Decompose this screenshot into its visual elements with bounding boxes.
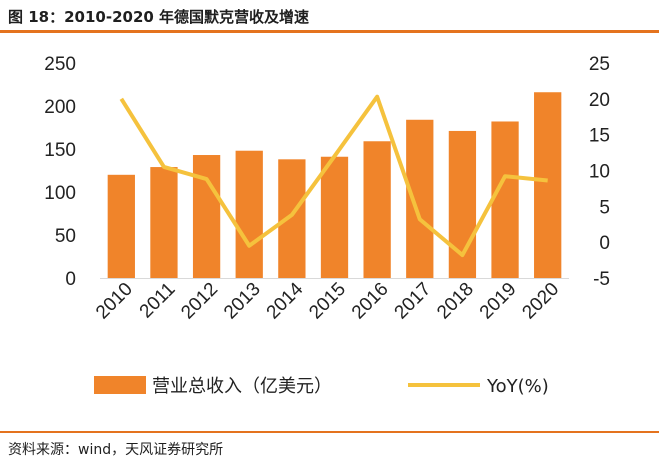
x-axis-ticks: 2010201120122013201420152016201720182019… bbox=[92, 278, 563, 323]
bar-2010 bbox=[107, 174, 135, 278]
source-note: 资料来源：wind，天风证券研究所 bbox=[8, 442, 224, 458]
x-tick-2019: 2019 bbox=[476, 279, 521, 324]
left-tick-250: 250 bbox=[44, 54, 76, 75]
bar-2012 bbox=[192, 155, 221, 278]
x-tick-2012: 2012 bbox=[177, 279, 222, 324]
x-tick-2018: 2018 bbox=[433, 279, 478, 324]
left-tick-0: 0 bbox=[65, 269, 76, 290]
right-tick-20: 20 bbox=[589, 90, 610, 111]
legend-bar-swatch bbox=[94, 376, 146, 394]
bar-2011 bbox=[150, 167, 178, 278]
bar-2015 bbox=[320, 156, 349, 278]
bar-series bbox=[107, 92, 562, 278]
x-tick-2017: 2017 bbox=[391, 279, 436, 324]
bar-2017 bbox=[406, 119, 434, 278]
title-rule bbox=[0, 30, 659, 33]
left-tick-50: 50 bbox=[55, 226, 76, 247]
right-tick--5: -5 bbox=[593, 269, 610, 290]
right-axis-ticks: -5 0 5 10 15 20 25 bbox=[589, 54, 610, 290]
x-tick-2015: 2015 bbox=[305, 279, 350, 324]
legend-bar-label: 营业总收入（亿美元） bbox=[152, 376, 332, 397]
bar-2013 bbox=[235, 150, 263, 278]
right-tick-25: 25 bbox=[589, 54, 610, 75]
yoy-line bbox=[119, 94, 548, 258]
right-tick-10: 10 bbox=[589, 162, 610, 183]
bar-2020 bbox=[534, 92, 562, 278]
legend: 营业总收入（亿美元） YoY(%) bbox=[94, 376, 549, 397]
x-tick-2013: 2013 bbox=[220, 279, 265, 324]
left-tick-100: 100 bbox=[44, 183, 76, 204]
bar-2016 bbox=[363, 141, 391, 278]
x-tick-2014: 2014 bbox=[263, 278, 308, 323]
x-tick-2010: 2010 bbox=[92, 279, 137, 324]
source-rule bbox=[0, 431, 659, 433]
x-tick-2020: 2020 bbox=[518, 279, 563, 324]
x-tick-2016: 2016 bbox=[348, 279, 393, 324]
legend-line-label: YoY(%) bbox=[486, 376, 549, 397]
x-tick-2011: 2011 bbox=[136, 279, 180, 323]
bar-2014 bbox=[278, 159, 306, 278]
left-tick-200: 200 bbox=[44, 97, 76, 118]
left-axis-ticks: 0 50 100 150 200 250 bbox=[44, 54, 76, 290]
left-tick-150: 150 bbox=[44, 140, 76, 161]
right-tick-5: 5 bbox=[599, 197, 610, 218]
bar-2019 bbox=[491, 121, 519, 278]
right-tick-0: 0 bbox=[599, 233, 610, 254]
right-tick-15: 15 bbox=[589, 126, 610, 147]
figure-title: 图 18：2010-2020 年德国默克营收及增速 bbox=[8, 8, 310, 26]
